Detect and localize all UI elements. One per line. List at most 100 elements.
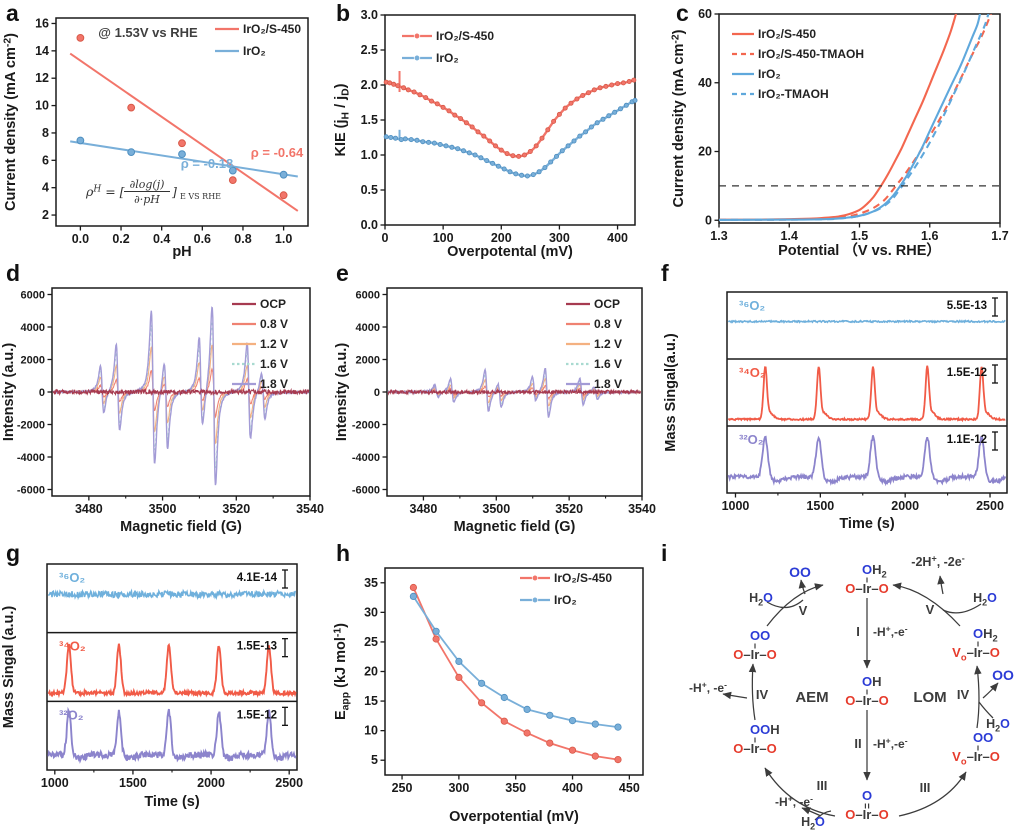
svg-text:1.2 V: 1.2 V [260,337,288,351]
svg-text:Mass Singal (a.u.): Mass Singal (a.u.) [1,606,17,729]
svg-text:12: 12 [35,71,49,85]
svg-text:∂log(j): ∂log(j) [130,178,165,191]
svg-text:1.2 V: 1.2 V [594,337,622,351]
svg-text:IrO₂/S-450: IrO₂/S-450 [554,571,612,585]
svg-text:OO: OO [789,564,811,580]
svg-text:OH: OH [862,674,882,689]
svg-text:1.5E-13: 1.5E-13 [237,641,277,653]
svg-text:H2O: H2O [749,591,773,608]
panel-e-epr: e 3480 3500 3520 3540 -6000 -4000 -2000 0 2000 40… [330,260,680,540]
svg-text:O: O [862,788,872,803]
svg-text:-6000: -6000 [17,485,45,497]
panel-b-kie: b 0 100 200 300 400 0.0 0.5 1.0 1.5 2.0 2.5 3.0 Over… [330,0,670,260]
svg-text:-4000: -4000 [17,452,45,464]
svg-text:OCP: OCP [594,297,620,311]
svg-text:-2000: -2000 [17,420,45,432]
svg-text:300: 300 [448,781,469,795]
svg-text:60: 60 [698,7,712,21]
panel-c-lsv: c 1.3 1.4 1.5 1.6 1.7 0 20 40 60 Potential （V vs.… [670,0,1024,260]
svg-text:IrO₂/S-450: IrO₂/S-450 [758,27,816,41]
svg-text:1.6: 1.6 [921,229,938,243]
svg-text:3480: 3480 [75,502,103,516]
svg-text:4000: 4000 [356,322,380,334]
svg-text:1.5: 1.5 [361,113,378,127]
svg-text:IrO₂/S-450: IrO₂/S-450 [243,22,301,36]
chart-d: 3480 3500 3520 3540 -6000 -4000 -2000 0 2000 4000… [1,287,324,535]
svg-text:O–Ir–O: O–Ir–O [733,647,776,662]
svg-text:H2O: H2O [801,815,825,832]
svg-text:-H+, -e-: -H+, -e- [775,794,813,810]
panel-letter-b: b [336,0,351,26]
svg-text:Vo–Ir–O: Vo–Ir–O [952,749,1000,767]
svg-text:O–Ir–O: O–Ir–O [733,741,776,756]
svg-text:2500: 2500 [976,499,1004,513]
svg-text:3520: 3520 [555,502,583,516]
svg-text:LOM: LOM [913,689,946,706]
svg-text:IrO₂: IrO₂ [758,67,781,81]
svg-text:-2000: -2000 [352,420,380,432]
svg-text:Magnetic field (G): Magnetic field (G) [120,519,242,535]
svg-text:ρH = [: ρH = [ [85,184,125,199]
svg-text:Time (s): Time (s) [839,516,895,532]
svg-text:0.8: 0.8 [234,232,251,246]
svg-text:Magnetic field (G): Magnetic field (G) [454,519,576,535]
svg-text:0.5: 0.5 [361,183,378,197]
chart-h: 250 300 350 400 450 5 10 15 20 25 30 35 Overpotentia… [333,567,644,825]
svg-text:0.6: 0.6 [194,232,211,246]
svg-text:IrO₂: IrO₂ [243,44,266,58]
svg-text:25: 25 [364,635,378,649]
panel-h-activation-energy: h 250 300 350 400 450 5 10 15 20 25 30 35 Overpotent… [330,540,660,832]
svg-text:5.5E-13: 5.5E-13 [947,300,987,312]
svg-text:10: 10 [364,724,378,738]
svg-text:II: II [854,736,861,751]
svg-text:1.8 V: 1.8 V [594,377,622,391]
svg-text:2000: 2000 [891,499,919,513]
panel-letter-g: g [6,540,21,566]
svg-text:OO: OO [992,667,1014,683]
svg-text:0.8 V: 0.8 V [594,317,622,331]
chart-g: 1000 1500 2000 2500 Time (s) Mass Singal (a.u… [1,563,303,810]
svg-text:]: ] [171,184,177,199]
svg-text:O–Ir–O: O–Ir–O [845,693,888,708]
svg-text:III: III [920,780,931,795]
svg-text:16: 16 [35,16,49,30]
panel-i-mechanism-diagram: i OH2 O–Ir–O OH O–Ir–O O O–Ir–O OO O–Ir–O OOH O–I… [655,540,1024,832]
svg-text:E VS RHE: E VS RHE [180,192,221,201]
svg-text:KIE (jH / jD): KIE (jH / jD) [333,83,352,156]
panel-letter-a: a [6,0,19,26]
chart-a: 0.0 0.2 0.4 0.6 0.8 1.0 2 4 6 8 10 12 14 16 pH Current … [3,16,309,260]
svg-text:³⁶O₂: ³⁶O₂ [739,298,765,313]
svg-text:0: 0 [39,387,45,399]
svg-text:1.7: 1.7 [991,229,1008,243]
svg-text:5: 5 [371,753,378,767]
svg-text:-H+,-e-: -H+,-e- [873,736,908,752]
svg-text:0: 0 [705,213,712,227]
svg-text:∂·pH: ∂·pH [134,193,160,206]
svg-text:4000: 4000 [21,322,45,334]
svg-text:3500: 3500 [149,502,177,516]
svg-text:Mass Singal(a.u.): Mass Singal(a.u.) [663,333,679,452]
svg-text:Intensity (a.u.): Intensity (a.u.) [334,343,350,441]
svg-text:4.1E-14: 4.1E-14 [237,572,278,584]
diagram-i: OH2O–Ir–OOHO–Ir–OOO–Ir–OOOO–Ir–OOOHO–Ir–… [689,554,1014,832]
svg-text:IV: IV [957,687,970,702]
svg-text:H2O: H2O [986,717,1010,734]
svg-text:400: 400 [562,781,583,795]
chart-c: 1.3 1.4 1.5 1.6 1.7 0 20 40 60 Potential （V vs. R… [671,7,1009,259]
svg-text:OCP: OCP [260,297,286,311]
svg-text:0.4: 0.4 [153,232,170,246]
svg-text:4: 4 [42,181,49,195]
svg-text:400: 400 [607,231,628,245]
svg-text:0: 0 [382,231,389,245]
svg-text:III: III [817,778,828,793]
panel-a-ph-dependence: a 0.0 0.2 0.4 0.6 0.8 1.0 2 4 6 8 10 12 14 16 pH Curren… [0,0,330,260]
svg-text:20: 20 [364,665,378,679]
svg-text:I: I [856,624,860,639]
svg-text:20: 20 [698,145,712,159]
svg-text:OH2: OH2 [973,626,998,644]
svg-text:1500: 1500 [806,499,834,513]
svg-text:0.8 V: 0.8 V [260,317,288,331]
svg-text:³⁴O₂: ³⁴O₂ [739,365,766,380]
svg-text:Potential （V vs. RHE）: Potential （V vs. RHE） [778,241,941,259]
